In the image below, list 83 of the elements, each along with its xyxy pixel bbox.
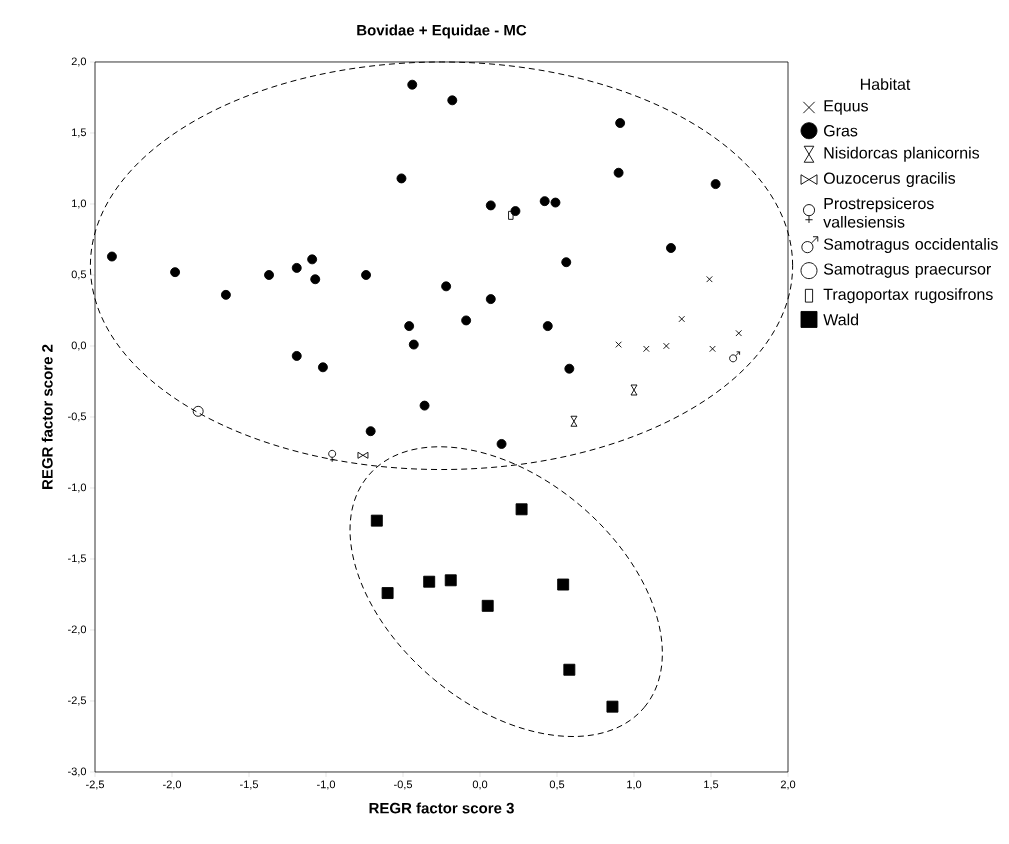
x-tick-label: 2,0 xyxy=(780,780,796,790)
y-tick-label: 2,0 xyxy=(71,57,87,67)
point xyxy=(404,321,415,332)
x-tick-label: 1,5 xyxy=(704,780,719,790)
point xyxy=(606,700,619,713)
x-tick-label: -0,5 xyxy=(394,780,413,790)
point xyxy=(291,350,302,361)
point xyxy=(615,118,626,128)
point xyxy=(706,275,713,283)
point xyxy=(550,197,561,208)
point xyxy=(444,574,457,587)
point xyxy=(735,329,742,337)
legend-label: Gras xyxy=(824,125,858,137)
legend-label: Tragoportax rugosifrons xyxy=(823,288,993,304)
x-tick-label: 0,0 xyxy=(472,780,488,790)
point xyxy=(496,439,507,449)
point xyxy=(407,79,418,90)
y-tick-label: -0,5 xyxy=(68,412,87,422)
point xyxy=(710,179,721,190)
x-axis-title: REGR factor score 3 xyxy=(369,802,514,814)
legend-title: Habitat xyxy=(860,78,911,90)
point xyxy=(729,351,741,363)
legend-label: Samotragus praecursor xyxy=(823,263,991,278)
point xyxy=(192,405,204,417)
y-tick-label: 0,0 xyxy=(71,341,87,351)
point xyxy=(408,339,419,350)
x-tick-label: -1,0 xyxy=(317,780,336,790)
chart-title: Bovidae + Equidae - MC xyxy=(357,24,527,39)
point xyxy=(542,321,553,332)
point xyxy=(663,342,670,350)
x-tick-label: 1,0 xyxy=(627,780,642,790)
point xyxy=(447,95,458,106)
y-tick-label: 1,5 xyxy=(72,128,87,138)
point xyxy=(461,315,472,326)
point xyxy=(564,363,575,374)
point xyxy=(370,514,383,527)
y-tick-label: 0,5 xyxy=(71,270,87,280)
point xyxy=(709,345,716,353)
point xyxy=(361,270,371,280)
point xyxy=(561,257,572,268)
point xyxy=(396,173,407,184)
point xyxy=(557,578,570,591)
point xyxy=(264,270,274,280)
y-tick-label: -2,5 xyxy=(68,696,87,706)
legend-label: Nisidorcas planicornis xyxy=(824,146,980,162)
point xyxy=(678,315,686,323)
x-tick-label: -2,5 xyxy=(86,780,105,790)
y-tick-label: -2,0 xyxy=(68,625,87,635)
y-tick-label: -1,5 xyxy=(68,554,87,564)
point xyxy=(613,167,624,178)
point xyxy=(365,426,376,437)
point xyxy=(666,243,676,253)
point xyxy=(485,294,496,305)
y-tick-label: -3,0 xyxy=(68,767,87,777)
point xyxy=(307,254,318,265)
point xyxy=(423,575,436,588)
legend-label: Ouzocerus gracilis xyxy=(823,172,956,188)
legend-label: Equus xyxy=(824,100,868,115)
point xyxy=(419,400,430,411)
legend-label: Wald xyxy=(823,313,859,326)
point xyxy=(441,281,452,292)
x-tick-label: -1,5 xyxy=(240,780,259,790)
y-axis-title: REGR factor score 2 xyxy=(41,344,53,489)
point xyxy=(310,274,321,285)
point xyxy=(481,599,494,612)
point xyxy=(485,200,496,211)
y-tick-label: -1,0 xyxy=(68,483,87,493)
point xyxy=(107,251,117,262)
point xyxy=(615,341,622,348)
point xyxy=(515,503,528,516)
x-tick-label: 0,5 xyxy=(549,780,565,790)
point xyxy=(643,345,650,353)
point xyxy=(381,587,394,600)
y-tick-label: 1,0 xyxy=(72,199,87,209)
point xyxy=(291,262,302,273)
point xyxy=(563,663,576,676)
point xyxy=(317,362,328,373)
point xyxy=(220,289,231,300)
legend-label: Samotragus occidentalis xyxy=(823,238,998,253)
point xyxy=(539,196,550,207)
point xyxy=(170,267,181,278)
legend-label: Prostrepsiceros vallesiensis xyxy=(823,197,934,228)
x-tick-label: -2,0 xyxy=(163,780,182,790)
